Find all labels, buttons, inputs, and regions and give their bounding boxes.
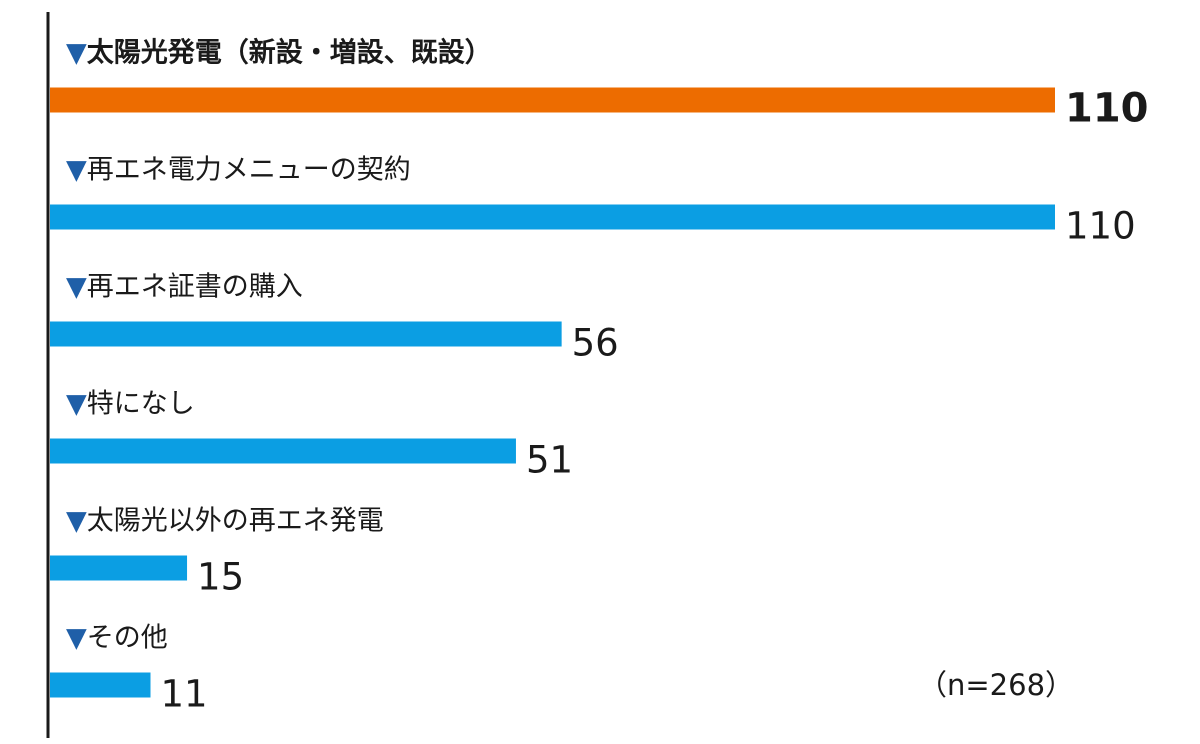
value-label: 110 xyxy=(1065,86,1149,132)
bar xyxy=(50,321,562,347)
bar xyxy=(50,87,1055,113)
category-label: ▼再エネ証書の購入 xyxy=(66,272,303,303)
category-text: 太陽光以外の再エネ発電 xyxy=(87,506,384,537)
sample-size-note: （n=268） xyxy=(918,668,1074,702)
bar xyxy=(50,204,1055,230)
triangle-down-icon: ▼ xyxy=(66,155,87,186)
category-label: ▼太陽光発電（新設・増設、既設） xyxy=(66,37,492,69)
value-label: 11 xyxy=(161,673,208,716)
category-text: 特になし xyxy=(87,389,195,420)
bar xyxy=(50,672,151,698)
value-label: 110 xyxy=(1065,205,1136,248)
category-label: ▼太陽光以外の再エネ発電 xyxy=(66,506,384,537)
bars-layer: ▼太陽光発電（新設・増設、既設）110▼再エネ電力メニューの契約110▼再エネ証… xyxy=(50,37,1149,716)
bar xyxy=(50,438,516,464)
category-text: 再エネ電力メニューの契約 xyxy=(87,155,411,186)
category-label: ▼特になし xyxy=(66,389,195,420)
category-text: 再エネ証書の購入 xyxy=(87,272,303,303)
category-text: その他 xyxy=(87,623,168,654)
category-label: ▼その他 xyxy=(66,623,168,654)
triangle-down-icon: ▼ xyxy=(66,623,87,654)
triangle-down-icon: ▼ xyxy=(66,272,87,303)
triangle-down-icon: ▼ xyxy=(66,506,87,537)
bar xyxy=(50,555,188,581)
value-label: 51 xyxy=(526,439,573,482)
value-label: 56 xyxy=(572,322,619,365)
triangle-down-icon: ▼ xyxy=(66,38,87,69)
category-text: 太陽光発電（新設・増設、既設） xyxy=(87,37,492,69)
value-label: 15 xyxy=(197,556,244,599)
triangle-down-icon: ▼ xyxy=(66,389,87,420)
category-label: ▼再エネ電力メニューの契約 xyxy=(66,155,411,186)
